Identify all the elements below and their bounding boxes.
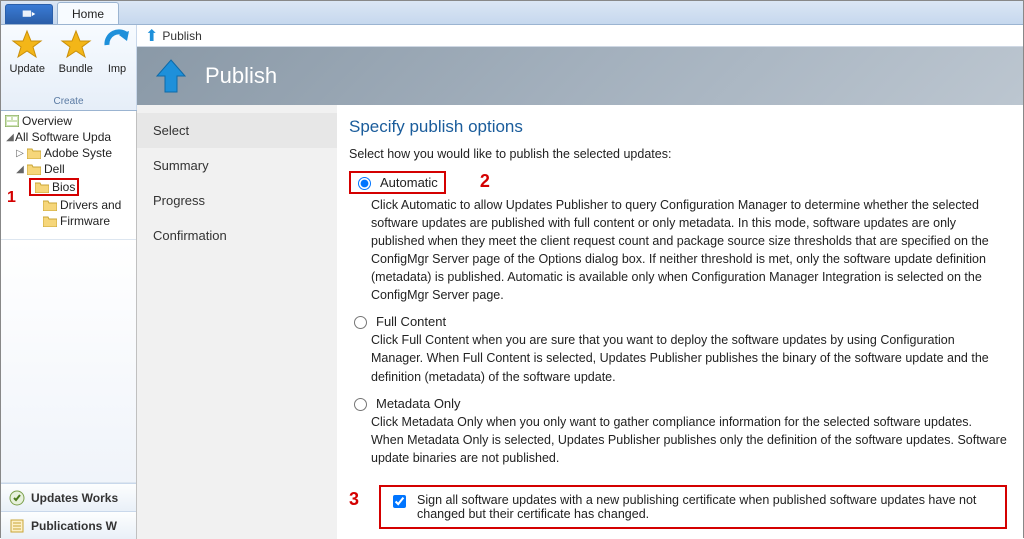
ribbon-group-title: Create <box>7 94 130 110</box>
wizard-title: Publish <box>205 63 277 89</box>
bundle-label: Bundle <box>59 63 93 75</box>
radio-metadata-only[interactable] <box>354 398 367 411</box>
checkbox-sign-updates[interactable] <box>393 495 406 508</box>
automatic-highlight-box: Automatic <box>349 171 446 194</box>
radio-automatic-label: Automatic <box>380 175 438 190</box>
update-label: Update <box>10 63 45 75</box>
automatic-description: Click Automatic to allow Updates Publish… <box>371 196 1007 305</box>
option-full-row: Full Content <box>349 314 1007 329</box>
breadcrumb: ⬆ Publish <box>137 25 1023 47</box>
chevron-down-icon: ◢ <box>5 132 15 143</box>
tree-drivers[interactable]: Drivers and <box>1 197 136 213</box>
tree-overview[interactable]: Overview <box>1 113 136 129</box>
nav-publications-workspace[interactable]: Publications W <box>1 511 136 539</box>
ribbon-body: Update Bundle Imp Crea <box>1 25 137 111</box>
option-metadata-row: Metadata Only <box>349 396 1007 411</box>
import-button[interactable]: Imp <box>104 29 130 75</box>
folder-icon <box>43 199 57 211</box>
tree-label: Firmware <box>60 214 110 228</box>
tree-label: Adobe Syste <box>44 146 112 160</box>
folder-icon <box>27 147 41 159</box>
annotation-3: 3 <box>349 489 359 510</box>
publications-icon <box>9 518 25 534</box>
refresh-icon <box>101 29 133 61</box>
tree-label: Drivers and <box>60 198 121 212</box>
publish-arrow-icon <box>151 56 191 96</box>
tree-all-updates[interactable]: ◢ All Software Upda <box>1 129 136 145</box>
breadcrumb-label[interactable]: Publish <box>162 29 201 43</box>
annotation-2: 2 <box>480 171 490 192</box>
tree-label: Bios <box>52 180 75 194</box>
sign-updates-row: Sign all software updates with a new pub… <box>379 485 1007 529</box>
radio-automatic[interactable] <box>358 177 371 190</box>
overview-icon <box>5 115 19 127</box>
tree-adobe[interactable]: ▷ Adobe Syste <box>1 145 136 161</box>
folder-icon <box>43 215 57 227</box>
radio-metadata-label: Metadata Only <box>376 396 461 411</box>
star-icon <box>11 29 43 61</box>
wizard-pane: ⬆ Publish Publish Select Summary Progres… <box>137 25 1023 539</box>
ribbon-tab-strip: Home <box>1 1 1023 25</box>
bundle-button[interactable]: Bundle <box>56 29 97 75</box>
update-button[interactable]: Update <box>7 29 48 75</box>
left-nav-pane: Update Bundle Imp Crea <box>1 25 137 539</box>
folder-icon <box>35 181 49 193</box>
nav-label: Publications W <box>31 519 117 533</box>
radio-full-content[interactable] <box>354 316 367 329</box>
tree-dell[interactable]: ◢ Dell <box>1 161 136 177</box>
radio-full-label: Full Content <box>376 314 446 329</box>
tree-firmware[interactable]: Firmware <box>1 213 136 229</box>
annotation-1: 1 <box>7 189 16 207</box>
step-summary[interactable]: Summary <box>137 148 337 183</box>
metadata-description: Click Metadata Only when you only want t… <box>371 413 1007 467</box>
tree-label: Dell <box>44 162 65 176</box>
ribbon-group-create: Update Bundle Imp Crea <box>1 25 137 110</box>
tree-label: Overview <box>22 114 72 128</box>
chevron-right-icon: ▷ <box>15 148 25 159</box>
bios-highlight-box: Bios <box>29 178 79 196</box>
full-description: Click Full Content when you are sure tha… <box>371 331 1007 385</box>
sign-updates-label: Sign all software updates with a new pub… <box>417 493 997 521</box>
step-confirmation[interactable]: Confirmation <box>137 218 337 253</box>
nav-label: Updates Works <box>31 491 118 505</box>
option-automatic-row: Automatic 2 <box>349 171 1007 194</box>
content-heading: Specify publish options <box>349 117 1007 137</box>
wizard-steps: Select Summary Progress Confirmation <box>137 105 337 539</box>
folder-icon <box>27 163 41 175</box>
nav-updates-workspace[interactable]: Updates Works <box>1 483 136 511</box>
tree-bios[interactable]: Bios <box>1 177 136 197</box>
nav-spacer <box>1 239 136 483</box>
step-progress[interactable]: Progress <box>137 183 337 218</box>
star-icon <box>60 29 92 61</box>
wizard-body: Select Summary Progress Confirmation Spe… <box>137 105 1023 539</box>
up-arrow-icon: ⬆ <box>145 26 158 46</box>
content-lead: Select how you would like to publish the… <box>349 147 1007 161</box>
wizard-content: Specify publish options Select how you w… <box>337 105 1023 539</box>
updates-icon <box>9 490 25 506</box>
step-select[interactable]: Select <box>137 113 337 148</box>
chevron-down-icon: ◢ <box>15 164 25 175</box>
wizard-titlebar: Publish <box>137 47 1023 104</box>
file-menu-button[interactable] <box>5 4 53 24</box>
nav-tree: Overview ◢ All Software Upda ▷ Adobe Sys… <box>1 111 136 233</box>
tree-label: All Software Upda <box>15 130 111 144</box>
tab-home[interactable]: Home <box>57 2 119 24</box>
import-label: Imp <box>108 63 126 75</box>
